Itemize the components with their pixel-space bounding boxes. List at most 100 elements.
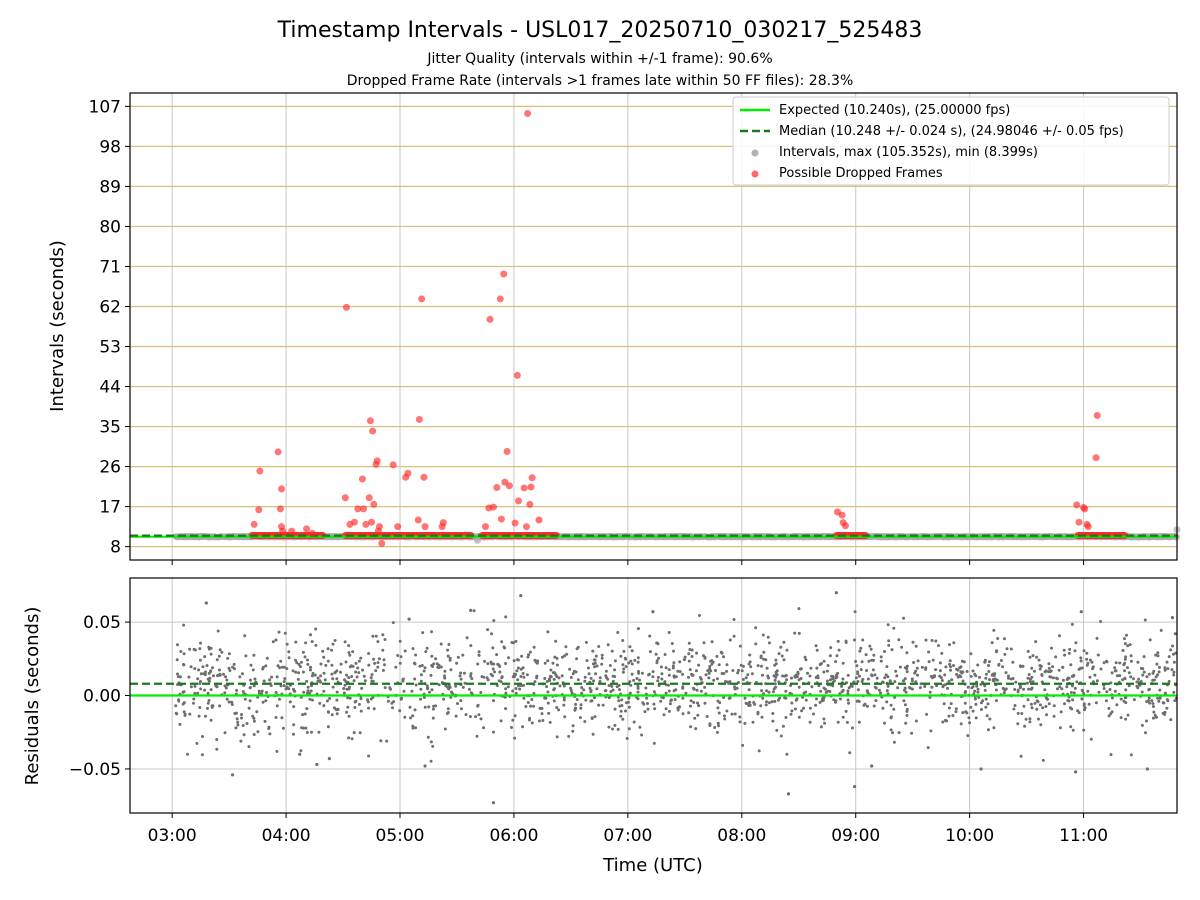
residual-point [187, 675, 191, 679]
dropped-frame-point [362, 520, 370, 528]
residual-point [627, 661, 631, 665]
residual-point [321, 649, 325, 653]
residual-point [359, 709, 363, 713]
residual-point [937, 644, 940, 648]
dropped-frame-point [481, 523, 489, 531]
residual-point [656, 675, 660, 679]
dropped-frame-point [369, 427, 377, 435]
dropped-frame-point [1084, 523, 1092, 531]
dropped-frame-point [279, 527, 287, 535]
residual-point [511, 718, 515, 722]
residual-point [374, 669, 378, 673]
residual-point [689, 725, 693, 729]
residual-point [316, 676, 320, 680]
residual-point [386, 699, 390, 703]
residual-point [643, 710, 647, 714]
residual-point [1029, 702, 1033, 706]
residual-point [545, 680, 549, 683]
residual-point [749, 665, 753, 669]
residual-point [973, 689, 977, 693]
residual-point [192, 697, 196, 701]
residual-point [310, 674, 314, 678]
residual-point [446, 707, 450, 711]
residual-point [319, 674, 323, 678]
residual-point [968, 721, 972, 725]
residual-point [1110, 671, 1114, 675]
residual-point [222, 672, 225, 676]
residual-point [1107, 706, 1111, 710]
residual-point [1110, 696, 1114, 700]
residual-point [1137, 677, 1141, 681]
residual-point [918, 686, 922, 690]
residual-point [571, 724, 575, 728]
residual-point [630, 662, 634, 666]
dropped-frame-point [524, 109, 532, 117]
residual-point [667, 673, 671, 677]
residual-point [802, 706, 806, 710]
residual-point [1016, 722, 1020, 726]
residual-point [247, 706, 251, 710]
residual-point [192, 701, 195, 705]
residual-point [1022, 687, 1026, 691]
residual-point [697, 614, 701, 617]
intervals-x-ticks [171, 560, 1085, 565]
residual-point [873, 673, 877, 677]
residual-point [872, 653, 876, 657]
residual-point [313, 673, 317, 677]
residual-point [331, 677, 335, 681]
residual-point [671, 664, 675, 668]
residual-point [646, 707, 650, 711]
residual-point [516, 678, 520, 682]
residual-point [611, 679, 615, 683]
residual-point [630, 672, 634, 676]
residual-point [725, 709, 729, 713]
residual-point [318, 701, 322, 705]
residual-point [894, 669, 898, 673]
residual-point [905, 713, 909, 717]
dropped-frame-point [368, 518, 376, 526]
residual-point [533, 658, 537, 662]
dropped-frame-point [1093, 411, 1101, 419]
residual-point [712, 678, 716, 682]
residual-point [836, 720, 840, 724]
residual-point [583, 679, 587, 683]
residual-point [804, 658, 808, 662]
residual-point [822, 670, 826, 674]
residual-point [971, 669, 975, 673]
residual-point [655, 659, 659, 663]
legend-swatch-intervals [751, 149, 759, 157]
residual-point [533, 680, 537, 684]
residual-point [220, 650, 224, 654]
residual-point [209, 718, 213, 722]
intervals-y-tick-label: 107 [89, 97, 121, 117]
residual-point [306, 685, 310, 689]
residual-point [175, 658, 179, 662]
residual-point [454, 714, 458, 718]
dropped-frame-point [421, 523, 429, 531]
residual-point [854, 676, 858, 680]
residual-point [663, 680, 667, 684]
residual-point [1113, 689, 1117, 693]
residual-point [413, 677, 417, 681]
residual-point [516, 658, 519, 662]
residual-point [902, 616, 906, 620]
residual-point [793, 707, 797, 711]
residual-point [306, 662, 310, 666]
residual-point [996, 637, 1000, 640]
dropped-frame-point [308, 529, 316, 537]
residual-point [270, 675, 274, 679]
residual-point [619, 654, 623, 658]
dropped-frame-point [514, 497, 522, 505]
residual-point [746, 673, 750, 677]
residual-point [931, 658, 935, 662]
residual-point [619, 709, 623, 713]
dropped-frame-point [1092, 454, 1100, 462]
residual-point [301, 670, 305, 674]
residual-point [402, 689, 406, 693]
residual-point [782, 658, 786, 662]
residual-point [306, 658, 309, 662]
residual-point [606, 643, 610, 647]
residual-point [714, 669, 717, 672]
